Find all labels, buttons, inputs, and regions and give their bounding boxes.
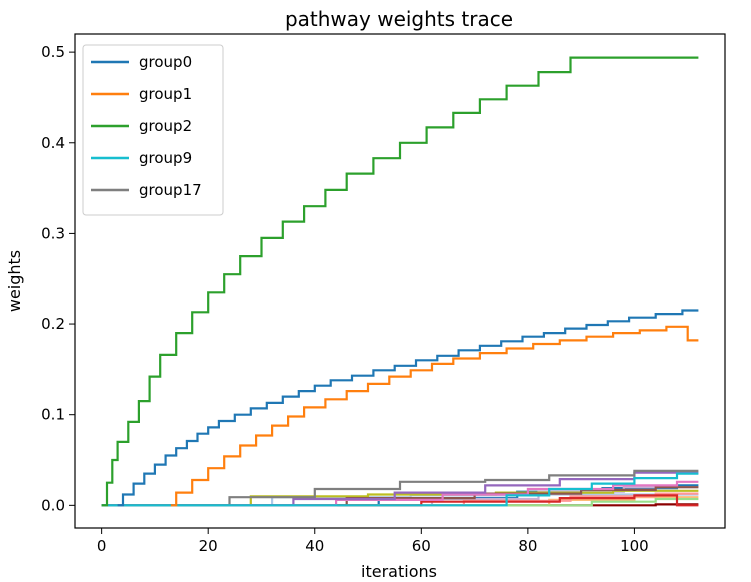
series-layer <box>101 56 699 507</box>
x-tick-label: 0 <box>97 537 107 555</box>
y-tick-label: 0.3 <box>41 224 65 242</box>
y-tick-label: 0.1 <box>41 406 65 424</box>
legend-label-group0: group0 <box>139 53 192 71</box>
series-line-group17 <box>101 469 699 507</box>
y-tick-label: 0.4 <box>41 134 65 152</box>
y-tick-label: 0.0 <box>41 496 65 514</box>
series-line-group9 <box>101 472 699 507</box>
legend-label-group2: group2 <box>139 117 192 135</box>
x-tick-label: 100 <box>620 537 649 555</box>
series-line-group2 <box>101 56 699 507</box>
x-tick-label: 20 <box>199 537 218 555</box>
series-line-unlabeled-6 <box>101 480 699 507</box>
y-axis-label: weights <box>5 250 24 312</box>
x-tick-label: 40 <box>305 537 324 555</box>
series-line-unlabeled-11 <box>101 497 699 507</box>
series-line-group0 <box>117 309 699 507</box>
x-tick-label: 60 <box>412 537 431 555</box>
y-axis-ticks: 0.0 0.1 0.2 0.3 0.4 0.5 <box>41 43 75 514</box>
legend-label-group9: group9 <box>139 149 192 167</box>
x-axis-label: iterations <box>361 562 437 581</box>
legend: group0 group1 group2 group9 group17 <box>82 44 224 216</box>
legend-box <box>82 44 224 216</box>
plot-frame <box>74 33 726 529</box>
series-line-unlabeled-8 <box>101 489 699 507</box>
series-line-unlabeled-9 <box>101 494 699 507</box>
legend-label-group17: group17 <box>139 181 202 199</box>
x-tick-label: 80 <box>518 537 537 555</box>
y-tick-label: 0.2 <box>41 315 65 333</box>
y-tick-label: 0.5 <box>41 43 65 61</box>
series-line-group1 <box>170 325 699 507</box>
legend-label-group1: group1 <box>139 85 192 103</box>
x-axis-ticks: 0 20 40 60 80 100 <box>97 528 649 555</box>
chart-title: pathway weights trace <box>285 7 513 31</box>
